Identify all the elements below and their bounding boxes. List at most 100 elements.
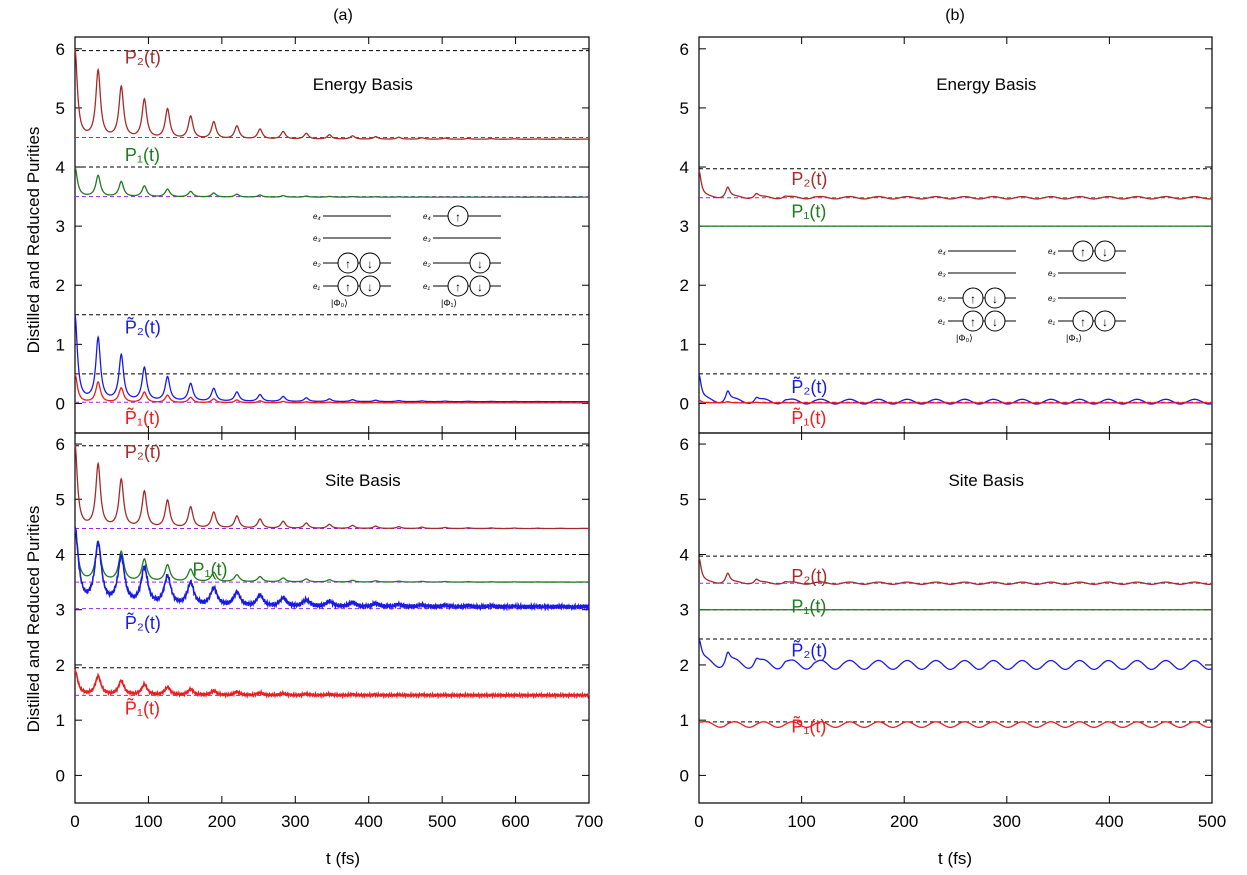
series-line-p2tilde xyxy=(698,374,1213,405)
series-label-p2: P₂(t) xyxy=(125,48,161,68)
occupation-inset: e₄ ↑ ↓ e₃ e₂ e₁ ↑ ↓ |Φ₁⟩ xyxy=(1048,240,1126,343)
spin-down-icon: ↓ xyxy=(477,280,483,294)
y-tick-label: 4 xyxy=(680,158,689,177)
electron-circle xyxy=(337,252,359,274)
spin-up-icon: ↑ xyxy=(345,257,351,271)
y-tick-label: 3 xyxy=(680,601,689,620)
series-line-p2 xyxy=(74,49,589,140)
spin-down-icon: ↓ xyxy=(992,315,998,329)
y-tick-label: 5 xyxy=(56,99,65,118)
plot-frame xyxy=(74,432,590,804)
spin-up-icon: ↑ xyxy=(970,292,976,306)
level-label: e₄ xyxy=(313,212,321,221)
series-label-p2: P₂(t) xyxy=(125,442,161,462)
basis-label: Energy Basis xyxy=(313,75,413,94)
panel-label-b: (b) xyxy=(945,7,965,24)
series-line-p2 xyxy=(698,557,1213,585)
level-label: e₄ xyxy=(938,247,946,256)
electron-circle xyxy=(962,310,984,332)
basis-label: Site Basis xyxy=(948,471,1024,490)
y-tick-label: 6 xyxy=(680,40,689,59)
spin-up-icon: ↑ xyxy=(1080,315,1086,329)
state-label: |Φ₀⟩ xyxy=(956,333,973,343)
y-tick-label: 0 xyxy=(56,766,65,785)
level-label: e₁ xyxy=(313,282,320,291)
spin-down-icon: ↓ xyxy=(477,257,483,271)
y-tick-label: 5 xyxy=(680,99,689,118)
y-tick-label: 2 xyxy=(680,656,689,675)
state-label: |Φ₁⟩ xyxy=(441,298,457,308)
spin-up-icon: ↑ xyxy=(455,210,461,224)
x-tick-label: 200 xyxy=(890,812,918,831)
state-label: |Φ₀⟩ xyxy=(331,298,348,308)
spin-down-icon: ↓ xyxy=(367,257,373,271)
electron-circle xyxy=(469,252,491,274)
spin-up-icon: ↑ xyxy=(455,280,461,294)
series-line-p2 xyxy=(74,444,589,530)
y-tick-label: 6 xyxy=(680,435,689,454)
series-line-p1 xyxy=(74,166,589,198)
occupation-inset: e₄ e₃ e₂ ↑ ↓ e₁ ↑ ↓ |Φ₀⟩ xyxy=(938,247,1016,343)
x-tick-label: 400 xyxy=(355,812,383,831)
series-label-p1: P₁(t) xyxy=(125,145,160,165)
electron-circle xyxy=(984,287,1006,309)
y-tick-label: 6 xyxy=(56,40,65,59)
series-label-p2tilde: P̃₂(t) xyxy=(125,317,161,338)
y-tick-label: 0 xyxy=(680,766,689,785)
spin-up-icon: ↑ xyxy=(345,280,351,294)
occupation-inset: e₄ e₃ e₂ ↑ ↓ e₁ ↑ ↓ |Φ₀⟩ xyxy=(313,212,391,308)
series-label-p1tilde: P̃₁(t) xyxy=(125,698,160,719)
spin-down-icon: ↓ xyxy=(1102,315,1108,329)
y-tick-label: 2 xyxy=(680,276,689,295)
level-label: e₃ xyxy=(423,234,431,243)
series-label-p1: P₁(t) xyxy=(791,596,826,616)
y-tick-label: 4 xyxy=(56,158,65,177)
series-line-p1tilde xyxy=(698,399,1212,404)
state-label: |Φ₁⟩ xyxy=(1066,333,1082,343)
basis-label: Site Basis xyxy=(325,471,401,490)
basis-label: Energy Basis xyxy=(936,75,1036,94)
electron-circle xyxy=(447,205,469,227)
electron-circle xyxy=(447,275,469,297)
electron-circle xyxy=(1094,310,1116,332)
level-label: e₄ xyxy=(1048,247,1056,256)
y-tick-label: 6 xyxy=(56,435,65,454)
level-label: e₄ xyxy=(423,212,431,221)
chart-panel: 0 1 2 3 4 5 6 P₂(t) P₁(t) P̃₂(t) P̃₁(t) Energy Basi… xyxy=(680,36,1213,434)
series-line-p2tilde xyxy=(74,314,589,403)
x-tick-label: 600 xyxy=(501,812,529,831)
series-label-p1: P₁(t) xyxy=(791,201,826,221)
series-line-p2 xyxy=(698,170,1213,200)
y-tick-label: 3 xyxy=(680,217,689,236)
series-line-p1tilde xyxy=(74,668,590,700)
y-tick-label: 0 xyxy=(56,394,65,413)
y-axis-label-bottom: Distilled and Reduced Purities xyxy=(24,506,43,733)
series-label-p1tilde: P̃₁(t) xyxy=(125,407,160,428)
x-tick-label: 300 xyxy=(281,812,309,831)
y-tick-label: 5 xyxy=(56,490,65,509)
spin-up-icon: ↑ xyxy=(1080,245,1086,259)
level-label: e₁ xyxy=(938,317,945,326)
electron-circle xyxy=(359,252,381,274)
electron-circle xyxy=(984,310,1006,332)
chart-panel: 0 1 2 3 4 5 6 0 100 200 300 400 500 600 700 P₂(t) P₁(t) P… xyxy=(56,432,603,831)
series-line-p1 xyxy=(74,528,589,583)
spin-down-icon: ↓ xyxy=(1102,245,1108,259)
x-tick-label: 700 xyxy=(575,812,603,831)
x-tick-label: 100 xyxy=(787,812,815,831)
series-label-p2: P₂(t) xyxy=(791,169,827,189)
series-label-p2: P₂(t) xyxy=(791,566,827,586)
x-axis-label-b: t (fs) xyxy=(938,849,972,868)
x-tick-label: 0 xyxy=(694,812,703,831)
x-axis-label-a: t (fs) xyxy=(326,849,360,868)
series-line-p1tilde xyxy=(698,720,1213,728)
level-label: e₁ xyxy=(1048,317,1055,326)
panel-label-a: (a) xyxy=(333,7,353,24)
occupation-inset: e₄ ↑ e₃ e₂ ↓ e₁ ↑ ↓ |Φ₁⟩ xyxy=(423,205,501,308)
level-label: e₁ xyxy=(423,282,430,291)
level-label: e₂ xyxy=(1048,294,1056,303)
x-tick-label: 100 xyxy=(134,812,162,831)
x-tick-label: 400 xyxy=(1095,812,1123,831)
chart-panel: 0 1 2 3 4 5 6 0 100 200 300 400 500 P₂(t) P₁(t) P̃₂(t) P… xyxy=(680,432,1226,831)
